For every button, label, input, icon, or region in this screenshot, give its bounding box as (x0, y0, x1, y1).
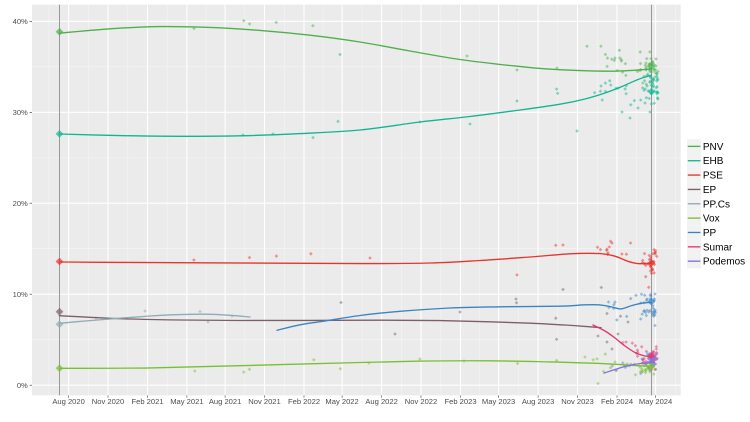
svg-text:Feb 2022: Feb 2022 (288, 397, 320, 406)
svg-text:Aug 2022: Aug 2022 (365, 397, 398, 406)
svg-text:Sumar: Sumar (703, 242, 733, 253)
svg-text:0%: 0% (17, 381, 28, 390)
svg-text:May 2024: May 2024 (639, 397, 672, 406)
svg-text:Feb 2021: Feb 2021 (131, 397, 163, 406)
svg-text:Podemos: Podemos (703, 257, 745, 268)
svg-text:PSE: PSE (703, 171, 723, 182)
svg-text:May 2023: May 2023 (482, 397, 515, 406)
svg-text:PP: PP (703, 228, 717, 239)
svg-text:May 2022: May 2022 (325, 397, 358, 406)
svg-text:Aug 2021: Aug 2021 (209, 397, 242, 406)
svg-text:PP.Cs: PP.Cs (703, 199, 730, 210)
svg-text:Aug 2020: Aug 2020 (52, 397, 85, 406)
svg-text:Nov 2021: Nov 2021 (248, 397, 281, 406)
svg-text:20%: 20% (13, 199, 28, 208)
svg-text:Feb 2023: Feb 2023 (444, 397, 476, 406)
svg-text:EP: EP (703, 185, 717, 196)
svg-text:30%: 30% (13, 108, 28, 117)
svg-text:EHB: EHB (703, 156, 724, 167)
svg-text:Vox: Vox (703, 214, 720, 225)
svg-text:Nov 2020: Nov 2020 (92, 397, 125, 406)
svg-text:PNV: PNV (703, 142, 724, 153)
svg-text:40%: 40% (13, 17, 28, 26)
svg-text:May 2021: May 2021 (170, 397, 203, 406)
svg-text:Nov 2022: Nov 2022 (405, 397, 438, 406)
svg-text:Feb 2024: Feb 2024 (601, 397, 633, 406)
svg-text:Nov 2023: Nov 2023 (561, 397, 594, 406)
svg-text:Aug 2023: Aug 2023 (522, 397, 555, 406)
svg-text:10%: 10% (13, 290, 28, 299)
